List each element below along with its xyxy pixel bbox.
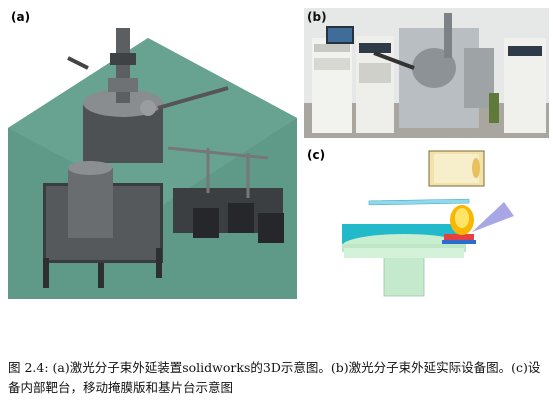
panel-c-schematic: (c) [304, 146, 549, 306]
panel-b-illustration [304, 8, 549, 138]
panel-a-illustration [8, 28, 297, 299]
panel-b-photo: (b) [304, 8, 549, 138]
panel-label: (b) [307, 10, 327, 24]
panel-label: (a) [11, 10, 31, 24]
figure-caption: 图 2.4: (a)激光分子束外延装置solidworks的3D示意图。(b)激… [8, 360, 541, 395]
panel-c-illustration [342, 150, 514, 297]
panel-label: (c) [307, 148, 326, 162]
panel-a-3d-render: (a) [8, 8, 297, 299]
